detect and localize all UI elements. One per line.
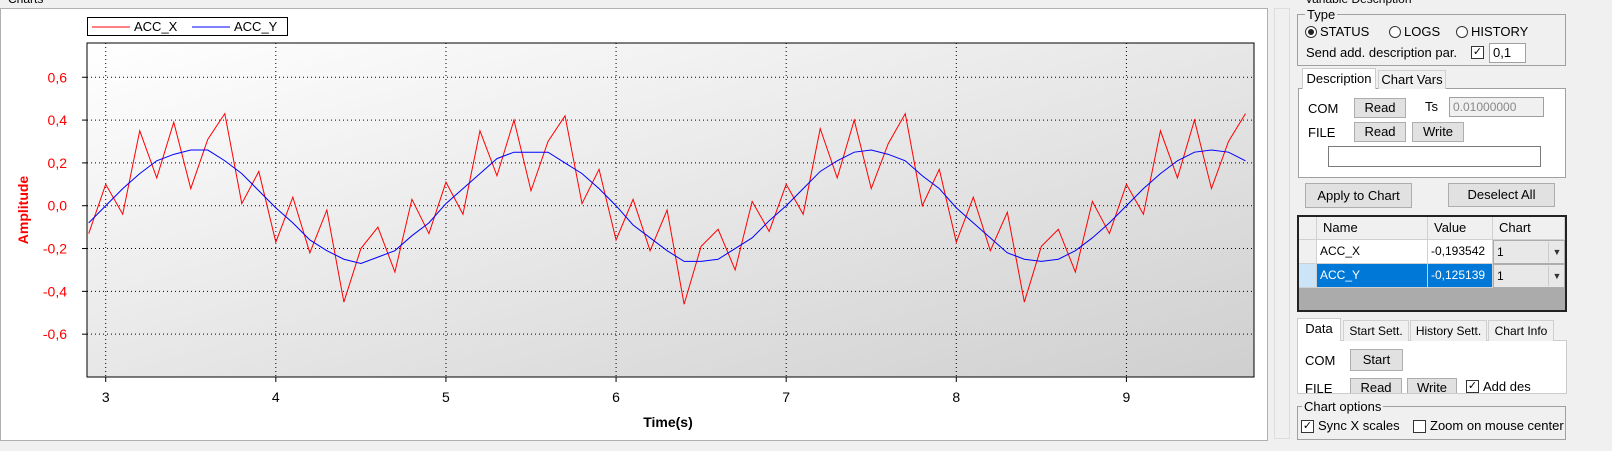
legend-label: ACC_X <box>134 19 178 34</box>
row-header[interactable] <box>1299 240 1317 264</box>
series-line <box>88 112 1246 305</box>
text-input[interactable] <box>1328 146 1541 167</box>
group-title: Charts <box>8 0 43 6</box>
grid-cell[interactable]: ACC_Y <box>1317 264 1428 288</box>
ts-input: 0.01000000 <box>1449 97 1544 117</box>
options-title: Chart options <box>1302 399 1384 414</box>
x-tick-label: 3 <box>102 389 110 405</box>
row-header <box>1299 217 1317 240</box>
x-tick-label: 8 <box>952 389 960 405</box>
tab[interactable]: Description <box>1302 68 1376 89</box>
tab[interactable]: Chart Vars <box>1378 70 1446 89</box>
label: Add des <box>1483 379 1531 393</box>
legend-label: ACC_Y <box>234 19 278 34</box>
y-axis-label: Amplitude <box>15 176 31 245</box>
radio[interactable] <box>1389 26 1401 38</box>
dropdown-arrow[interactable]: ▼ <box>1548 266 1565 286</box>
checkbox[interactable] <box>1471 46 1484 59</box>
panel-title: Variable Description <box>1305 0 1412 6</box>
label: FILE <box>1305 381 1333 393</box>
label: FILE <box>1308 125 1336 140</box>
y-tick-label: -0,6 <box>43 326 67 342</box>
button[interactable]: Read <box>1350 378 1402 393</box>
tab[interactable]: History Sett. <box>1410 320 1487 341</box>
checkbox[interactable] <box>1413 420 1426 433</box>
grid-cell[interactable]: 1 <box>1493 240 1565 264</box>
type-title: Type <box>1305 7 1338 22</box>
x-tick-label: 4 <box>272 389 280 405</box>
column-header: Chart <box>1493 217 1565 240</box>
tab-panel <box>1297 340 1567 394</box>
type-group <box>1297 14 1566 66</box>
y-tick-label: 0,6 <box>48 69 68 85</box>
series-line <box>88 149 1246 265</box>
legend <box>87 17 288 36</box>
button[interactable]: Read <box>1354 122 1406 142</box>
y-tick-label: 0,2 <box>48 155 68 171</box>
grid-cell[interactable]: ACC_X <box>1317 240 1428 264</box>
grid-cell[interactable]: 1 <box>1493 264 1565 288</box>
x-axis-label: Time(s) <box>643 414 693 430</box>
radio[interactable] <box>1305 26 1317 38</box>
tab[interactable]: Start Sett. <box>1343 320 1409 341</box>
radio[interactable] <box>1456 26 1468 38</box>
chart: Charts -0,6 -0,4 -0,2 0,0 0,2 0,4 0,6 3 4 5 6 7 8 9 AC… <box>0 0 1268 441</box>
tab[interactable]: Data <box>1297 318 1341 341</box>
checkbox[interactable] <box>1466 380 1479 393</box>
clip: FILE Read Write Add des <box>1297 374 1567 393</box>
checkbox[interactable] <box>1301 420 1314 433</box>
button[interactable]: Apply to Chart <box>1305 183 1412 208</box>
scrollbar[interactable] <box>1274 8 1290 439</box>
y-tick-label: 0,4 <box>48 112 68 128</box>
y-tick-label: -0,2 <box>43 241 67 257</box>
radio-label: HISTORY <box>1471 24 1529 39</box>
send-label: Send add. description par. <box>1306 45 1458 60</box>
x-tick-label: 5 <box>442 389 450 405</box>
x-tick-label: 7 <box>782 389 790 405</box>
options-group <box>1297 406 1566 440</box>
x-tick-label: 9 <box>1123 389 1131 405</box>
grid-cell[interactable]: -0,193542 <box>1428 240 1493 264</box>
label: COM <box>1305 353 1336 368</box>
grid-cell[interactable]: -0,125139 <box>1428 264 1493 288</box>
column-header: Value <box>1428 217 1493 240</box>
label: Ts <box>1425 99 1438 114</box>
button[interactable]: Deselect All <box>1448 183 1555 207</box>
radio-label: STATUS <box>1320 24 1370 39</box>
plot-area <box>86 42 1255 378</box>
dropdown-arrow[interactable]: ▼ <box>1548 242 1565 262</box>
row-header[interactable] <box>1299 264 1317 288</box>
label: Sync X scales <box>1318 418 1400 433</box>
y-tick-label: 0,0 <box>48 198 68 214</box>
label: COM <box>1308 101 1339 116</box>
tab[interactable]: Chart Info <box>1488 320 1554 341</box>
send-input[interactable]: 0,1 <box>1489 43 1526 63</box>
button[interactable]: Start <box>1350 349 1403 371</box>
y-tick-label: -0,4 <box>43 283 67 299</box>
x-tick-label: 6 <box>612 389 620 405</box>
label: Zoom on mouse center <box>1430 418 1564 433</box>
button[interactable]: Read <box>1354 98 1406 118</box>
button[interactable]: Write <box>1412 122 1464 142</box>
button[interactable]: Write <box>1407 378 1457 393</box>
column-header: Name <box>1317 217 1428 240</box>
radio-label: LOGS <box>1404 24 1441 39</box>
